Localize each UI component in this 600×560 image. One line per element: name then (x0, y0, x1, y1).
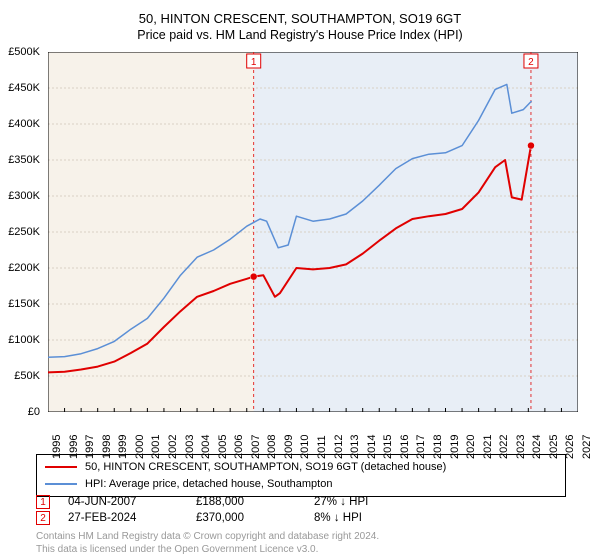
sale-date: 27-FEB-2024 (68, 512, 178, 524)
y-tick-label: £400K (8, 118, 40, 130)
legend-row-price: 50, HINTON CRESCENT, SOUTHAMPTON, SO19 6… (45, 459, 557, 476)
y-tick-label: £50K (14, 370, 40, 382)
legend-swatch-price (45, 466, 77, 468)
sale-diff: 27% ↓ HPI (314, 496, 414, 508)
y-tick-label: £250K (8, 226, 40, 238)
y-tick-label: £300K (8, 190, 40, 202)
legend: 50, HINTON CRESCENT, SOUTHAMPTON, SO19 6… (36, 454, 566, 497)
y-tick-label: £350K (8, 154, 40, 166)
sale-marker-icon: 2 (36, 511, 50, 525)
y-tick-label: £500K (8, 46, 40, 58)
footnote-line2: This data is licensed under the Open Gov… (36, 543, 566, 556)
y-tick-label: £100K (8, 334, 40, 346)
sale-diff: 8% ↓ HPI (314, 512, 414, 524)
footnote: Contains HM Land Registry data © Crown c… (36, 530, 566, 556)
x-tick-label: 2027 (581, 435, 593, 459)
sales-table: 1 04-JUN-2007 £188,000 27% ↓ HPI 2 27-FEB-202… (36, 494, 566, 526)
chart-svg: 12 (48, 52, 578, 412)
legend-label-hpi: HPI: Average price, detached house, Sout… (85, 476, 332, 493)
x-axis: 1995199619971998199920002001200220032004… (48, 415, 578, 451)
y-tick-label: £200K (8, 262, 40, 274)
y-tick-label: £0 (28, 406, 40, 418)
footnote-line1: Contains HM Land Registry data © Crown c… (36, 530, 566, 543)
sale-price: £370,000 (196, 512, 296, 524)
sale-row: 2 27-FEB-2024 £370,000 8% ↓ HPI (36, 510, 566, 526)
y-tick-label: £150K (8, 298, 40, 310)
sale-date: 04-JUN-2007 (68, 496, 178, 508)
y-tick-label: £450K (8, 82, 40, 94)
svg-text:2: 2 (528, 57, 534, 68)
sale-row: 1 04-JUN-2007 £188,000 27% ↓ HPI (36, 494, 566, 510)
sale-price: £188,000 (196, 496, 296, 508)
legend-label-price: 50, HINTON CRESCENT, SOUTHAMPTON, SO19 6… (85, 459, 446, 476)
legend-swatch-hpi (45, 483, 77, 485)
chart-subtitle: Price paid vs. HM Land Registry's House … (0, 28, 600, 42)
svg-text:1: 1 (251, 57, 257, 68)
x-tick-label: 2026 (564, 435, 576, 459)
sale-marker-icon: 1 (36, 495, 50, 509)
y-axis: £0£50K£100K£150K£200K£250K£300K£350K£400… (0, 52, 44, 412)
legend-row-hpi: HPI: Average price, detached house, Sout… (45, 476, 557, 493)
chart-title: 50, HINTON CRESCENT, SOUTHAMPTON, SO19 6… (0, 0, 600, 28)
chart-plot-area: 12 (48, 52, 578, 412)
